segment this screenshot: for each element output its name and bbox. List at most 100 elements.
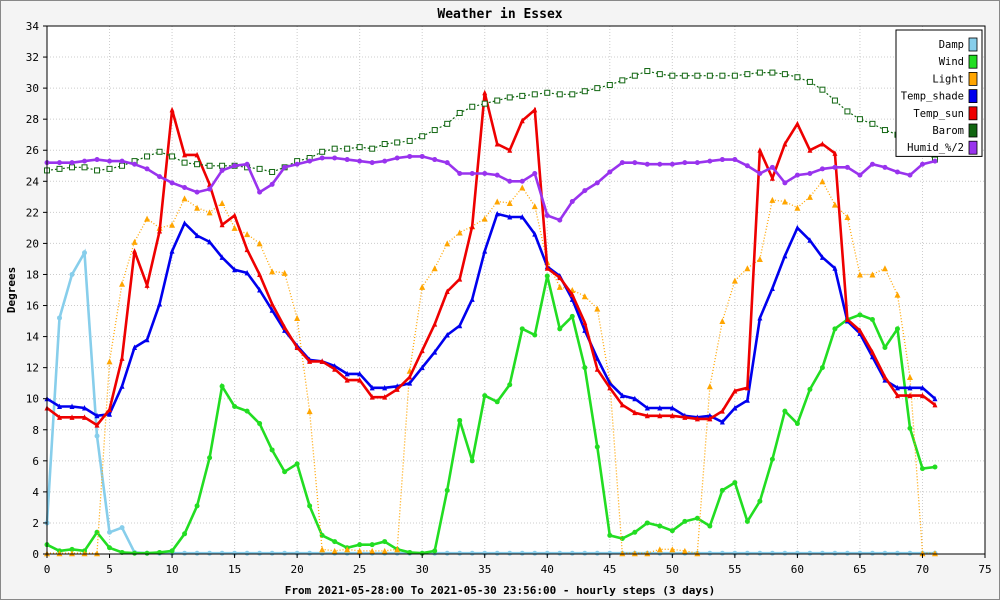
data-point bbox=[382, 158, 388, 164]
data-point bbox=[369, 160, 375, 166]
data-point bbox=[532, 332, 538, 338]
data-point bbox=[182, 151, 188, 158]
data-point bbox=[556, 91, 563, 98]
data-point bbox=[882, 550, 888, 556]
data-point bbox=[657, 412, 663, 419]
data-point bbox=[731, 277, 738, 284]
data-point bbox=[357, 377, 363, 383]
data-point bbox=[869, 271, 876, 278]
data-point bbox=[494, 141, 500, 147]
data-point bbox=[619, 401, 625, 408]
data-point bbox=[507, 382, 513, 388]
data-point bbox=[557, 326, 563, 332]
data-point bbox=[869, 349, 875, 355]
data-point bbox=[832, 265, 838, 271]
data-point bbox=[107, 529, 113, 535]
data-point bbox=[819, 550, 825, 556]
series-line bbox=[46, 212, 936, 424]
data-point bbox=[882, 164, 888, 170]
data-point bbox=[819, 178, 826, 185]
y-tick-label: 20 bbox=[26, 237, 39, 250]
data-point bbox=[144, 215, 151, 222]
data-point bbox=[194, 232, 200, 239]
data-point bbox=[282, 164, 288, 170]
data-point bbox=[782, 141, 788, 147]
data-point bbox=[281, 269, 288, 276]
data-point bbox=[507, 214, 513, 220]
data-point bbox=[644, 520, 650, 526]
data-point bbox=[194, 503, 200, 509]
data-point bbox=[732, 387, 738, 394]
data-point bbox=[369, 542, 375, 548]
data-point bbox=[107, 406, 113, 413]
data-point bbox=[932, 464, 938, 470]
data-point bbox=[469, 550, 475, 556]
data-point bbox=[682, 160, 688, 166]
data-point bbox=[906, 373, 913, 380]
data-point bbox=[731, 72, 738, 79]
data-point bbox=[94, 412, 100, 419]
data-point bbox=[244, 246, 250, 253]
legend-label: Temp_sun bbox=[913, 108, 964, 120]
y-tick-label: 8 bbox=[32, 424, 39, 437]
data-point bbox=[606, 82, 613, 89]
data-point bbox=[94, 422, 100, 428]
data-point bbox=[307, 503, 313, 509]
data-point bbox=[331, 145, 338, 152]
y-tick-label: 2 bbox=[32, 517, 39, 530]
data-point bbox=[94, 167, 101, 174]
data-point bbox=[257, 550, 263, 556]
data-point bbox=[94, 433, 100, 439]
data-point bbox=[682, 414, 688, 420]
data-point bbox=[594, 355, 600, 361]
data-point bbox=[894, 384, 900, 391]
data-point bbox=[669, 412, 675, 419]
plot-border bbox=[46, 25, 986, 555]
data-point bbox=[144, 550, 150, 556]
data-point bbox=[569, 198, 575, 204]
data-point bbox=[532, 231, 538, 237]
legend-swatch bbox=[968, 89, 978, 103]
data-point bbox=[582, 365, 588, 371]
data-point bbox=[531, 203, 538, 210]
data-point bbox=[694, 550, 701, 557]
data-point bbox=[232, 403, 238, 409]
data-point bbox=[532, 171, 538, 177]
data-point bbox=[507, 550, 513, 556]
data-point bbox=[57, 315, 63, 321]
y-tick-label: 14 bbox=[26, 331, 40, 344]
data-point bbox=[806, 193, 813, 200]
data-point bbox=[619, 77, 626, 84]
data-point bbox=[657, 523, 663, 529]
y-tick-label: 34 bbox=[26, 20, 40, 33]
data-point bbox=[144, 282, 150, 288]
data-point bbox=[894, 326, 900, 332]
data-point bbox=[807, 147, 813, 153]
data-point bbox=[269, 181, 275, 187]
series-lines bbox=[44, 68, 938, 557]
legend-label: Damp bbox=[939, 39, 964, 51]
data-point bbox=[794, 120, 800, 127]
y-tick-label: 12 bbox=[26, 362, 39, 375]
data-point bbox=[132, 550, 138, 556]
data-point bbox=[669, 161, 675, 167]
data-point bbox=[782, 180, 788, 186]
y-tick-label: 16 bbox=[26, 300, 39, 313]
y-tick-label: 22 bbox=[26, 206, 39, 219]
series-line bbox=[46, 92, 936, 427]
data-point bbox=[357, 158, 363, 164]
x-tick-label: 15 bbox=[228, 563, 241, 576]
data-point bbox=[457, 550, 463, 556]
data-point bbox=[569, 291, 575, 298]
data-point bbox=[456, 109, 463, 116]
data-point bbox=[856, 271, 863, 278]
series-humid-2 bbox=[44, 153, 938, 223]
data-point bbox=[294, 314, 301, 321]
data-point bbox=[269, 300, 275, 307]
data-point bbox=[544, 89, 551, 96]
data-point bbox=[669, 528, 675, 534]
data-point bbox=[132, 161, 138, 167]
data-point bbox=[219, 221, 225, 228]
data-point bbox=[231, 224, 238, 231]
data-point bbox=[232, 163, 238, 169]
